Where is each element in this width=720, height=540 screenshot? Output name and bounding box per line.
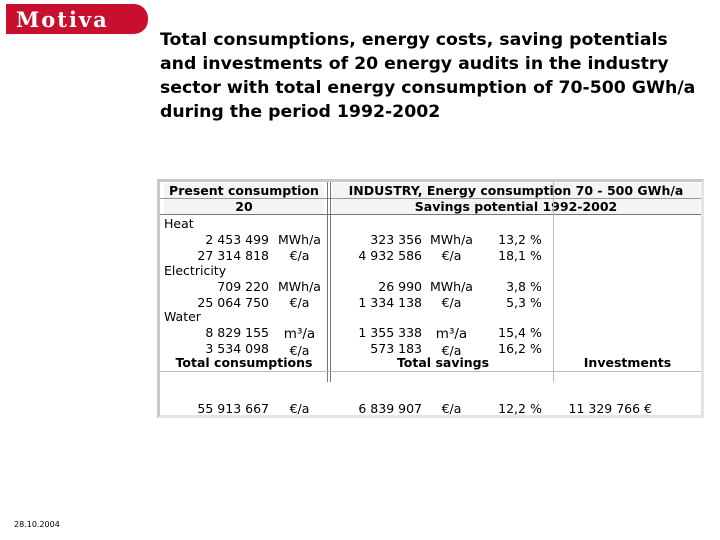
electricity-saving-eur-pct: 5,3	[506, 295, 526, 310]
total-investments: 11 329 766 €	[568, 401, 653, 416]
total-savings-unit: €/a	[441, 401, 462, 416]
water-saving-eur-unit: €/a	[441, 343, 462, 358]
slide-title: Total consumptions, energy costs, saving…	[160, 30, 696, 122]
water-saving-pct-unit: %	[530, 325, 542, 340]
electricity-saving-eur-pct-unit: %	[530, 295, 542, 310]
heat-saving-eur-pct: 18,1	[498, 248, 526, 263]
header-shade-right	[332, 183, 700, 215]
totals-consumptions-header: Total consumptions	[175, 355, 313, 370]
water-saving-pct: 15,4	[498, 325, 526, 340]
water-consumption-eur: 3 534 098	[205, 341, 269, 356]
heat-saving-pct-unit: %	[530, 232, 542, 247]
electricity-consumption-mwh: 709 220	[217, 279, 269, 294]
header-savings-potential: Savings potential 1992-2002	[414, 199, 618, 214]
column-divider-left-2	[330, 182, 331, 382]
heat-saving-eur: 4 932 586	[358, 248, 422, 263]
totals-divider	[160, 371, 701, 372]
water-consumption-unit: m³/a	[283, 326, 316, 342]
electricity-saving-eur-unit: €/a	[441, 295, 462, 310]
water-saving-eur-pct-unit: %	[530, 341, 542, 356]
logo-text: Motiva	[16, 6, 109, 32]
header-count: 20	[235, 199, 253, 214]
footer-date: 28.10.2004	[14, 520, 60, 529]
electricity-consumption-eur-unit: €/a	[289, 295, 310, 310]
electricity-saving-pct: 3,8	[506, 279, 526, 294]
motiva-logo: Motiva	[6, 4, 148, 34]
section-electricity-label: Electricity	[164, 263, 227, 278]
water-saving-eur-pct: 16,2	[498, 341, 526, 356]
column-divider-left	[327, 182, 328, 382]
electricity-saving-pct-unit: %	[530, 279, 542, 294]
water-saving-unit: m³/a	[435, 326, 468, 342]
water-consumption-m3: 8 829 155	[205, 325, 269, 340]
heat-saving-eur-unit: €/a	[441, 248, 462, 263]
total-savings-eur: 6 839 907	[358, 401, 422, 416]
heat-saving-eur-pct-unit: %	[530, 248, 542, 263]
section-heat-label: Heat	[164, 216, 194, 231]
totals-investments-header: Investments	[583, 355, 672, 370]
totals-savings-header: Total savings	[396, 355, 490, 370]
heat-consumption-unit: MWh/a	[278, 232, 321, 247]
header-divider-1	[160, 198, 701, 199]
total-consumption-eur: 55 913 667	[197, 401, 269, 416]
electricity-consumption-eur: 25 064 750	[197, 295, 269, 310]
water-consumption-eur-unit: €/a	[289, 343, 310, 358]
section-water-label: Water	[164, 309, 201, 324]
header-divider-2	[160, 214, 701, 215]
water-saving-eur: 573 183	[370, 341, 422, 356]
header-industry: INDUSTRY, Energy consumption 70 - 500 GW…	[348, 183, 684, 198]
electricity-saving-unit: MWh/a	[430, 279, 473, 294]
electricity-consumption-unit: MWh/a	[278, 279, 321, 294]
heat-saving-pct: 13,2	[498, 232, 526, 247]
electricity-saving-eur: 1 334 138	[358, 295, 422, 310]
water-saving-m3: 1 355 338	[358, 325, 422, 340]
heat-consumption-eur: 27 314 818	[197, 248, 269, 263]
header-present-consumption: Present consumption	[169, 183, 319, 198]
header-shade-left	[164, 183, 324, 215]
electricity-saving-mwh: 26 990	[378, 279, 422, 294]
total-savings-pct-unit: %	[530, 401, 542, 416]
heat-saving-unit: MWh/a	[430, 232, 473, 247]
heat-saving-mwh: 323 356	[370, 232, 422, 247]
total-savings-pct: 12,2	[498, 401, 526, 416]
heat-consumption-eur-unit: €/a	[289, 248, 310, 263]
total-consumption-unit: €/a	[289, 401, 310, 416]
embedded-table: Present consumption 20 INDUSTRY, Energy …	[157, 179, 704, 418]
heat-consumption-mwh: 2 453 499	[205, 232, 269, 247]
column-divider-right	[553, 182, 554, 382]
